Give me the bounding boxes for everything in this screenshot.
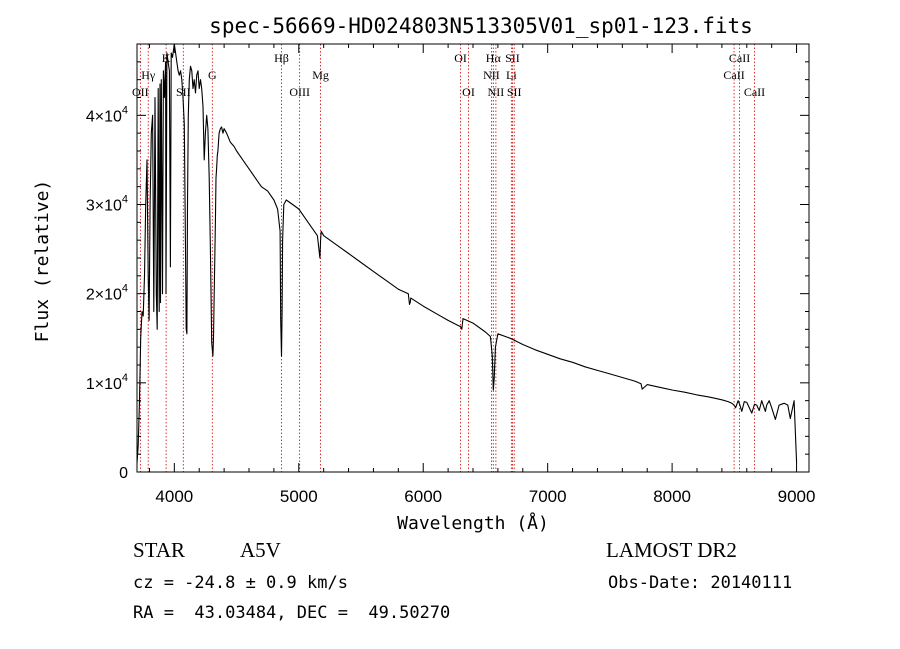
line-label: Hβ <box>274 51 289 65</box>
line-label: OIII <box>289 85 310 99</box>
y-tick-mantissa: 3×10 <box>86 198 122 215</box>
x-tick-label: 6000 <box>404 487 442 506</box>
x-axis-label: Wavelength (Å) <box>397 512 549 534</box>
line-label: SII <box>176 85 191 99</box>
survey-name: LAMOST DR2 <box>606 538 737 562</box>
line-label: SII <box>505 51 520 65</box>
x-tick-label: 9000 <box>778 487 816 506</box>
spectral-subclass: A5V <box>240 538 281 562</box>
spectrum-line <box>136 43 798 464</box>
y-tick-exponent: 4 <box>122 104 128 116</box>
line-label: SII <box>507 85 522 99</box>
y-tick-label: 3×104 <box>86 194 128 215</box>
y-tick-exponent: 4 <box>122 283 128 295</box>
y-tick-mantissa: 2×10 <box>86 287 122 304</box>
line-label: OI <box>454 51 467 65</box>
line-label: NII <box>488 85 505 99</box>
chart-title: spec-56669-HD024803N513305V01_sp01-123.f… <box>209 14 753 38</box>
y-tick-exponent: 4 <box>122 372 128 384</box>
line-label: CaII <box>744 85 765 99</box>
line-label: K <box>162 51 171 65</box>
line-label: OII <box>132 85 149 99</box>
x-tick-label: 4000 <box>155 487 193 506</box>
redshift-cz: cz = -24.8 ± 0.9 km/s <box>133 573 348 593</box>
x-tick-label: 7000 <box>529 487 567 506</box>
line-label: Hα <box>486 51 502 65</box>
line-label: CaII <box>723 68 744 82</box>
y-tick-mantissa: 4×10 <box>86 108 122 125</box>
y-tick-label: 0 <box>119 465 128 482</box>
x-tick-label: 5000 <box>280 487 318 506</box>
y-tick-label: 1×104 <box>86 372 128 393</box>
line-label: Mg <box>312 68 329 82</box>
line-label: Hγ <box>141 68 156 82</box>
x-tick-label: 8000 <box>653 487 691 506</box>
line-label: G <box>208 68 217 82</box>
y-tick-mantissa: 1×10 <box>86 376 122 393</box>
line-label: CaII <box>729 51 750 65</box>
y-tick-label: 2×104 <box>86 283 128 304</box>
line-label: NII <box>483 68 500 82</box>
line-label: Li <box>506 68 517 82</box>
object-class: STAR <box>133 538 185 562</box>
y-axis-label: Flux (relative) <box>32 180 53 343</box>
sky-coordinates: RA = 43.03484, DEC = 49.50270 <box>133 603 451 623</box>
line-label: OI <box>462 85 475 99</box>
y-tick-label: 4×104 <box>86 104 128 125</box>
plot-frame <box>136 43 810 473</box>
observation-date: Obs-Date: 20140111 <box>608 573 793 593</box>
y-tick-exponent: 4 <box>122 194 128 206</box>
